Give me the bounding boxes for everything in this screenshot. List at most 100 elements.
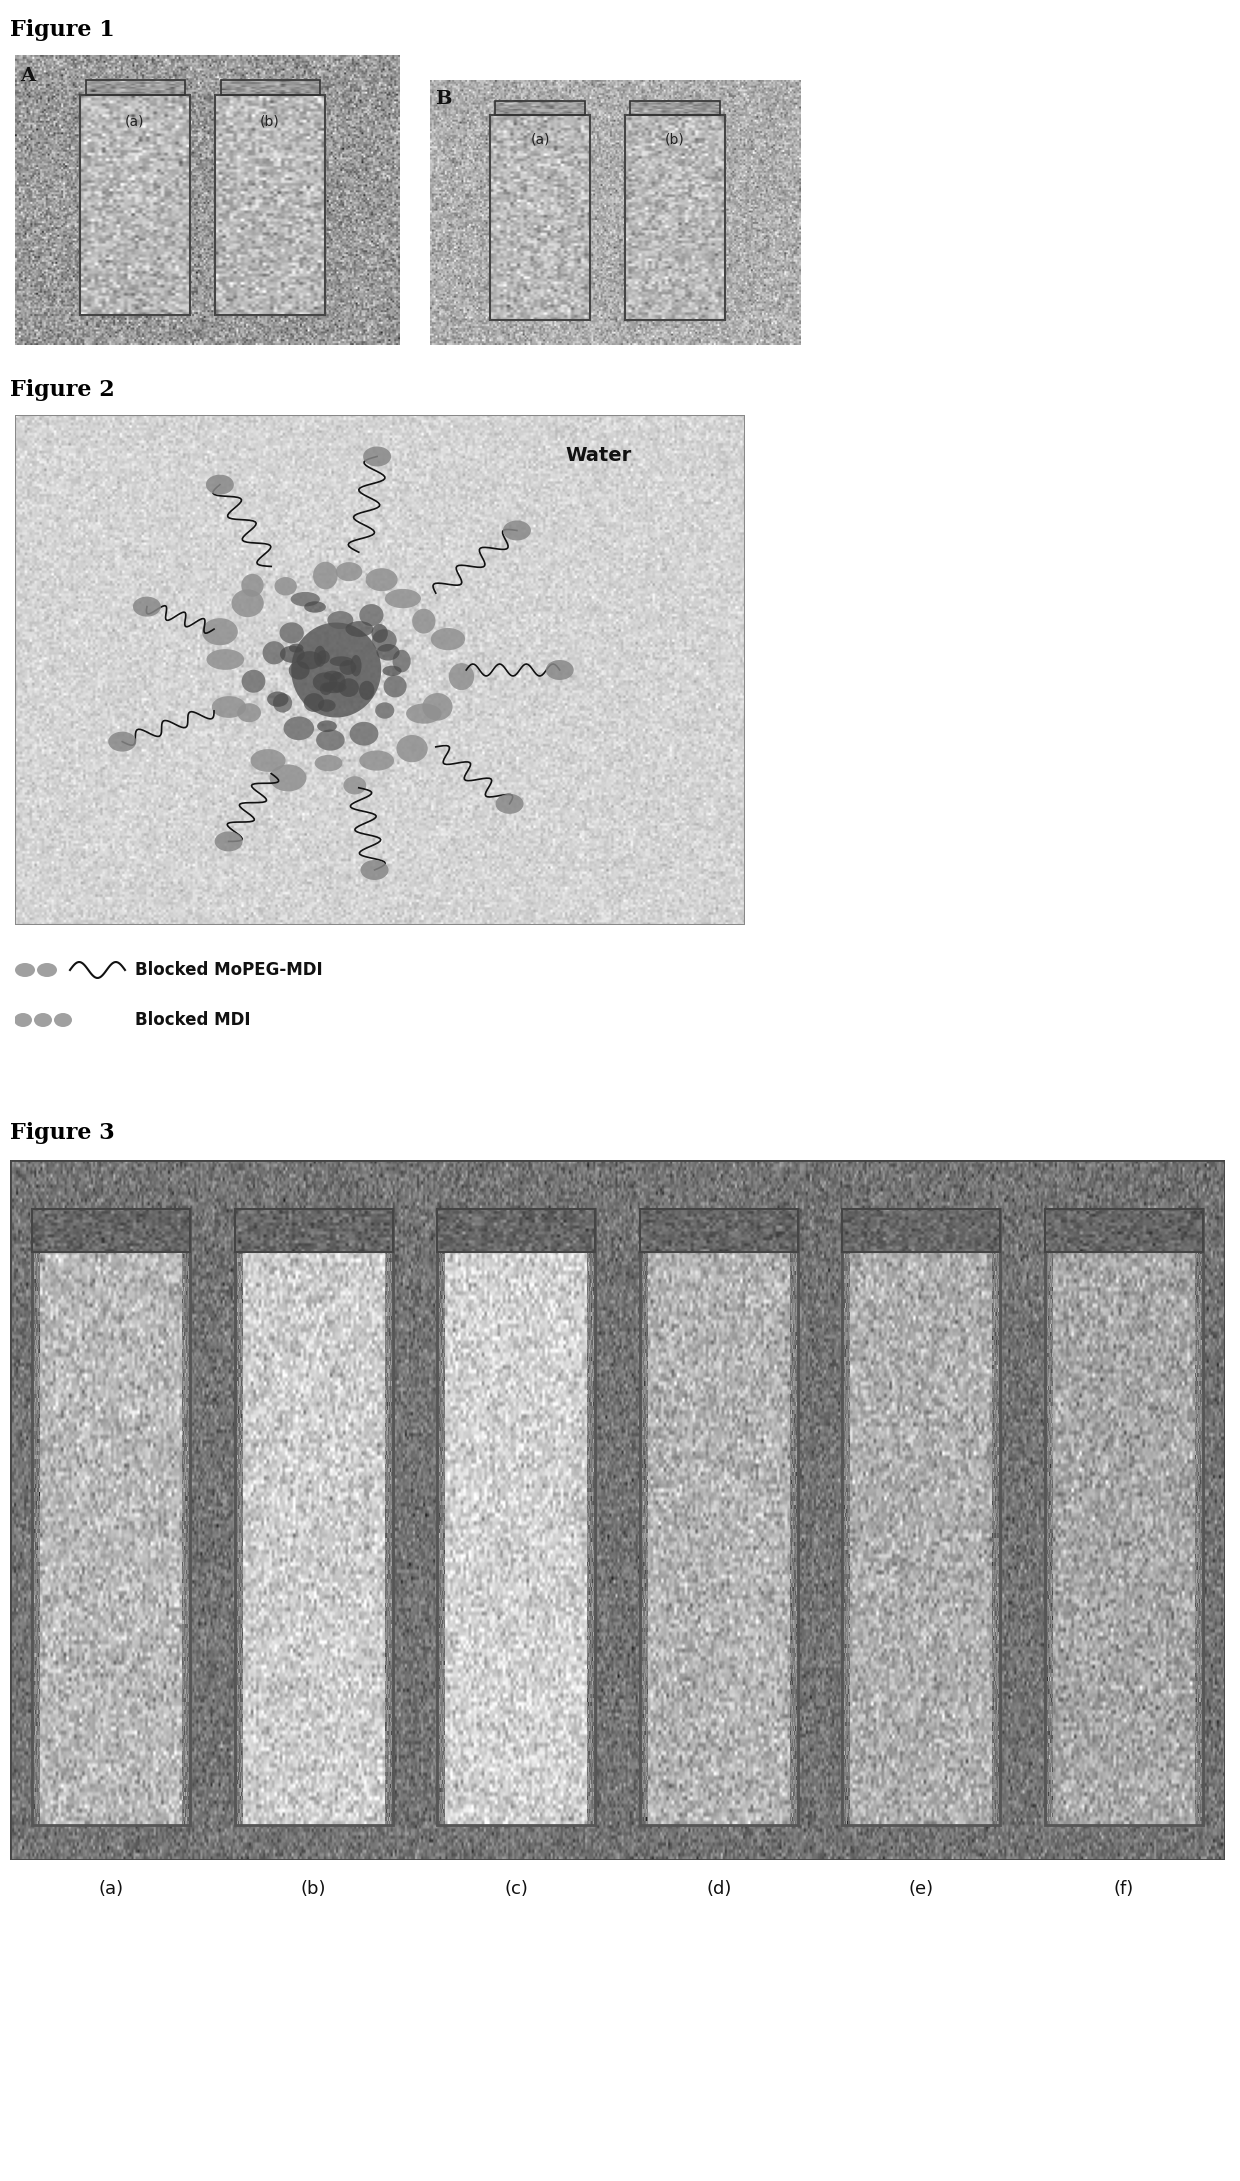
Ellipse shape (360, 750, 394, 770)
Ellipse shape (33, 1012, 52, 1027)
Bar (1045, 1208, 1203, 1825)
Ellipse shape (383, 676, 407, 698)
Text: (a): (a) (531, 133, 549, 146)
Ellipse shape (108, 731, 136, 752)
Ellipse shape (267, 691, 289, 707)
Ellipse shape (384, 589, 420, 608)
Ellipse shape (336, 563, 362, 580)
Ellipse shape (360, 604, 383, 626)
Ellipse shape (377, 643, 399, 661)
Ellipse shape (314, 646, 326, 667)
Ellipse shape (503, 521, 531, 541)
Ellipse shape (206, 475, 234, 495)
Ellipse shape (340, 661, 356, 674)
Text: Figure 1: Figure 1 (10, 20, 115, 41)
Ellipse shape (304, 694, 325, 711)
Ellipse shape (324, 672, 341, 680)
Ellipse shape (202, 617, 238, 646)
Ellipse shape (343, 776, 366, 794)
Ellipse shape (449, 663, 474, 689)
Bar (640, 1208, 797, 1825)
Ellipse shape (412, 608, 435, 635)
Ellipse shape (55, 1012, 72, 1027)
Ellipse shape (312, 672, 337, 691)
Bar (81, 96, 190, 314)
Ellipse shape (397, 735, 428, 763)
Text: Blocked MoPEG-MDI: Blocked MoPEG-MDI (135, 962, 322, 979)
Text: Figure 3: Figure 3 (10, 1121, 114, 1143)
Ellipse shape (315, 755, 342, 772)
Bar (842, 1208, 1001, 1825)
Ellipse shape (329, 672, 346, 691)
Ellipse shape (496, 794, 523, 814)
Ellipse shape (289, 661, 310, 680)
Ellipse shape (37, 964, 57, 977)
Bar (630, 100, 720, 116)
Bar (1045, 1208, 1203, 1252)
Ellipse shape (350, 722, 378, 746)
Bar (495, 100, 585, 116)
Ellipse shape (363, 447, 391, 467)
Ellipse shape (215, 831, 243, 851)
Bar (215, 96, 325, 314)
Ellipse shape (317, 720, 337, 733)
Ellipse shape (423, 694, 453, 720)
Bar (234, 1208, 393, 1252)
Ellipse shape (372, 628, 397, 652)
Ellipse shape (212, 696, 246, 718)
Ellipse shape (317, 700, 336, 711)
Ellipse shape (346, 622, 373, 637)
Text: (a): (a) (99, 1880, 124, 1897)
Text: B: B (435, 89, 451, 109)
Ellipse shape (339, 678, 358, 698)
Ellipse shape (250, 748, 285, 772)
Ellipse shape (372, 624, 388, 643)
Ellipse shape (317, 650, 330, 663)
Ellipse shape (405, 704, 441, 724)
Text: (f): (f) (1114, 1880, 1133, 1897)
Text: (d): (d) (706, 1880, 732, 1897)
Ellipse shape (274, 578, 296, 595)
Ellipse shape (207, 650, 244, 670)
Bar (86, 79, 185, 96)
Ellipse shape (242, 670, 265, 694)
Ellipse shape (242, 574, 264, 598)
Bar (221, 79, 320, 96)
Bar (842, 1208, 1001, 1252)
Ellipse shape (320, 683, 332, 696)
Ellipse shape (263, 641, 285, 665)
Text: (c): (c) (505, 1880, 528, 1897)
Ellipse shape (430, 628, 465, 650)
Ellipse shape (546, 661, 574, 680)
Bar (438, 1208, 595, 1825)
Bar (625, 116, 725, 321)
Ellipse shape (14, 1012, 32, 1027)
Ellipse shape (284, 718, 314, 739)
Ellipse shape (15, 964, 35, 977)
Bar (32, 1208, 190, 1825)
Ellipse shape (361, 859, 388, 879)
Bar (490, 116, 590, 321)
Bar (438, 1208, 595, 1252)
Text: (b): (b) (260, 113, 280, 129)
Ellipse shape (279, 622, 304, 643)
Bar (234, 1208, 393, 1825)
Bar (640, 1208, 797, 1252)
Text: (e): (e) (909, 1880, 934, 1897)
Text: (b): (b) (301, 1880, 326, 1897)
Ellipse shape (322, 680, 346, 694)
Ellipse shape (316, 728, 345, 750)
Ellipse shape (280, 646, 305, 663)
Ellipse shape (289, 643, 304, 652)
Ellipse shape (327, 611, 353, 628)
Ellipse shape (290, 591, 320, 606)
Ellipse shape (133, 598, 161, 617)
Text: (a): (a) (125, 113, 145, 129)
Text: (b): (b) (665, 133, 684, 146)
Ellipse shape (291, 622, 381, 718)
Text: Blocked MDI: Blocked MDI (135, 1012, 250, 1029)
Ellipse shape (330, 656, 353, 667)
Ellipse shape (366, 569, 398, 591)
Ellipse shape (376, 702, 394, 720)
Ellipse shape (351, 654, 362, 676)
